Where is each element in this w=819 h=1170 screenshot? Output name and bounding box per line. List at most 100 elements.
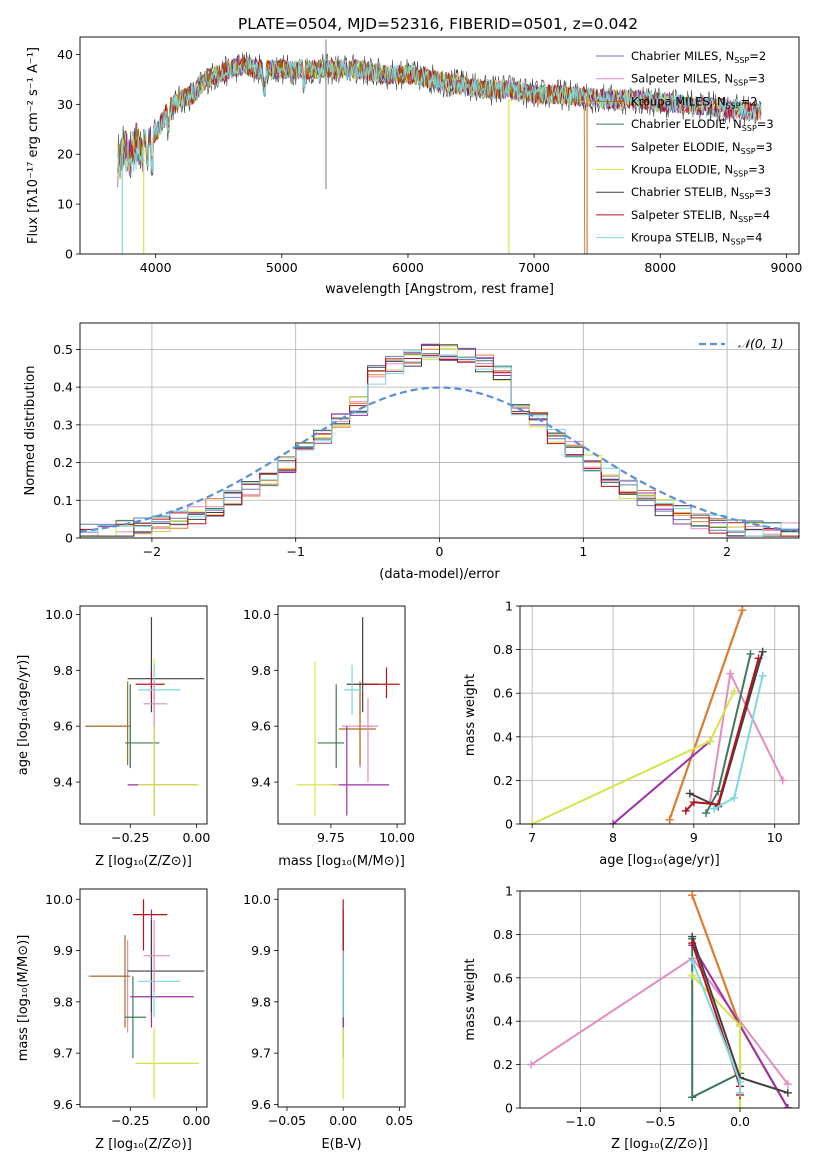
x-axis-label: E(B-V) <box>321 1137 361 1152</box>
y-tick-label: 0 <box>505 1101 513 1116</box>
y-tick-label: 0.3 <box>53 417 73 432</box>
y-tick-label: 0 <box>505 817 513 832</box>
y-tick-label: 9.4 <box>251 775 271 790</box>
y-tick-label: 0.6 <box>493 970 513 985</box>
x-axis-label: Z [log₁₀(Z/Z⊙)] <box>95 854 192 869</box>
y-tick-label: 20 <box>57 147 73 162</box>
normal-curve <box>80 386 799 533</box>
x-tick-label: 7 <box>528 830 536 845</box>
mass-weight-marker <box>688 956 697 965</box>
y-tick-label: 0.5 <box>53 342 73 357</box>
y-tick-label: 9.6 <box>251 719 271 734</box>
panel-spectrum: 4000 5000 6000 7000 8000 9000 0 10 20 30 40 wavelen… <box>26 36 802 297</box>
axes-frame <box>519 890 800 1109</box>
x-tick-label: 9 <box>690 830 698 845</box>
mass-weight-marker <box>665 815 674 824</box>
y-tick-label: 10.0 <box>45 607 73 622</box>
x-tick-label: −1.0 <box>565 1114 595 1129</box>
mass-weight-marker <box>783 1104 792 1108</box>
panel-residuals: −2 −1 0 1 2 0 0.1 0.2 0.3 0.4 0.5 (data-model)/erro… <box>23 322 800 582</box>
axes-frame <box>519 605 800 825</box>
mass-weight-marker <box>702 809 710 818</box>
legend-label: Salpeter STELIB, NSSP=4 <box>631 208 770 224</box>
mass-weight-marker <box>730 687 739 696</box>
mass-weight-marker <box>688 1093 697 1102</box>
mass-weight-marker <box>689 798 698 807</box>
mass-weight-marker <box>688 971 697 980</box>
y-tick-label: 0.2 <box>493 773 513 788</box>
mass-weight-line <box>691 938 741 1099</box>
y-axis-label: Flux [fλ10⁻¹⁷ erg cm⁻² s⁻¹ A⁻¹] <box>26 47 41 244</box>
y-tick-label: 0 <box>65 531 73 546</box>
y-tick-label: 0.8 <box>493 642 513 657</box>
x-tick-label: −0.5 <box>645 1114 675 1129</box>
x-axis-label: Z [log₁₀(Z/Z⊙)] <box>95 1137 192 1152</box>
mass-weight-marker <box>778 776 787 785</box>
y-tick-label: 9.7 <box>53 1046 73 1061</box>
legend-label: Salpeter ELODIE, NSSP=3 <box>631 140 773 156</box>
y-tick-label: 9.8 <box>251 663 271 678</box>
mass-weight-marker <box>706 737 715 746</box>
y-tick-label: 9.8 <box>53 994 73 1009</box>
mass-weight-line <box>691 974 741 1108</box>
plot-area <box>80 343 799 538</box>
x-tick-label: 8000 <box>644 260 676 275</box>
spectrum-line <box>117 54 762 176</box>
mass-weight-marker <box>754 654 763 663</box>
x-tick-label: 10.00 <box>379 830 415 845</box>
x-axis-label: age [log₁₀(age/yr)] <box>599 853 720 868</box>
x-tick-label: 0.0 <box>730 1114 750 1129</box>
x-tick-label: 0.00 <box>182 1113 210 1128</box>
mass-weight-marker <box>783 1080 792 1089</box>
x-axis-label: mass [log₁₀(M/M⊙)] <box>278 854 405 869</box>
y-tick-label: 9.6 <box>53 719 73 734</box>
mass-weight-marker <box>609 820 617 824</box>
y-tick-label: 0.2 <box>493 1057 513 1072</box>
y-tick-label: 1 <box>505 599 513 614</box>
plot-area <box>296 617 400 816</box>
axes-frame <box>277 605 406 825</box>
y-tick-label: 9.9 <box>53 943 73 958</box>
x-tick-label: −2 <box>143 544 161 559</box>
y-tick-label: 9.8 <box>251 994 271 1009</box>
y-tick-label: 10.0 <box>243 892 271 907</box>
mass-weight-marker <box>736 1104 745 1108</box>
plot-area <box>527 891 792 1108</box>
plot-area <box>528 606 787 824</box>
x-axis-label: (data-model)/error <box>379 567 500 582</box>
legend-label: 𝒩(0, 1) <box>738 336 784 351</box>
x-tick-label: 0.00 <box>182 830 210 845</box>
mass-weight-line <box>691 960 741 1093</box>
x-tick-label: 7000 <box>518 260 550 275</box>
axes-frame <box>79 888 208 1108</box>
mass-weight-marker <box>688 891 697 900</box>
legend-label: Chabrier ELODIE, NSSP=3 <box>631 117 774 133</box>
x-tick-label: 9.75 <box>317 830 345 845</box>
mass-weight-marker <box>730 793 739 802</box>
y-tick-label: 0.4 <box>53 380 73 395</box>
y-axis-label: mass weight <box>463 674 478 756</box>
plot-area <box>85 617 205 816</box>
legend-label: Chabrier STELIB, NSSP=3 <box>631 185 771 201</box>
mass-weight-marker <box>685 789 694 798</box>
axes-frame <box>277 888 406 1108</box>
x-tick-label: 6000 <box>392 260 424 275</box>
panel-mass_vs_Z: −0.25 0.00 9.6 9.7 9.8 9.9 10.0 Z [log₁₀(Z/Z⊙)]… <box>16 888 210 1152</box>
y-tick-label: 40 <box>57 47 73 62</box>
x-tick-label: 4000 <box>140 260 172 275</box>
mass-weight-line <box>713 675 764 810</box>
legend-label: Kroupa MILES, NSSP=2 <box>631 94 757 110</box>
x-tick-label: 0 <box>436 544 444 559</box>
mass-weight-marker <box>758 671 767 680</box>
y-tick-label: 9.9 <box>251 943 271 958</box>
legend-label: Kroupa STELIB, NSSP=4 <box>631 231 762 247</box>
panel-massweight_vs_Z: −1.0 −0.5 0.0 0 0.2 0.4 0.6 0.8 1 Z [log₁₀(Z/Z⊙)]… <box>463 884 800 1152</box>
axes-frame <box>79 605 208 825</box>
plot-area <box>87 899 205 1100</box>
mass-weight-line <box>612 740 711 824</box>
mass-weight-marker <box>736 1077 745 1086</box>
x-tick-label: 10 <box>767 830 783 845</box>
mass-weight-line <box>685 658 760 812</box>
y-tick-label: 1 <box>505 884 513 899</box>
